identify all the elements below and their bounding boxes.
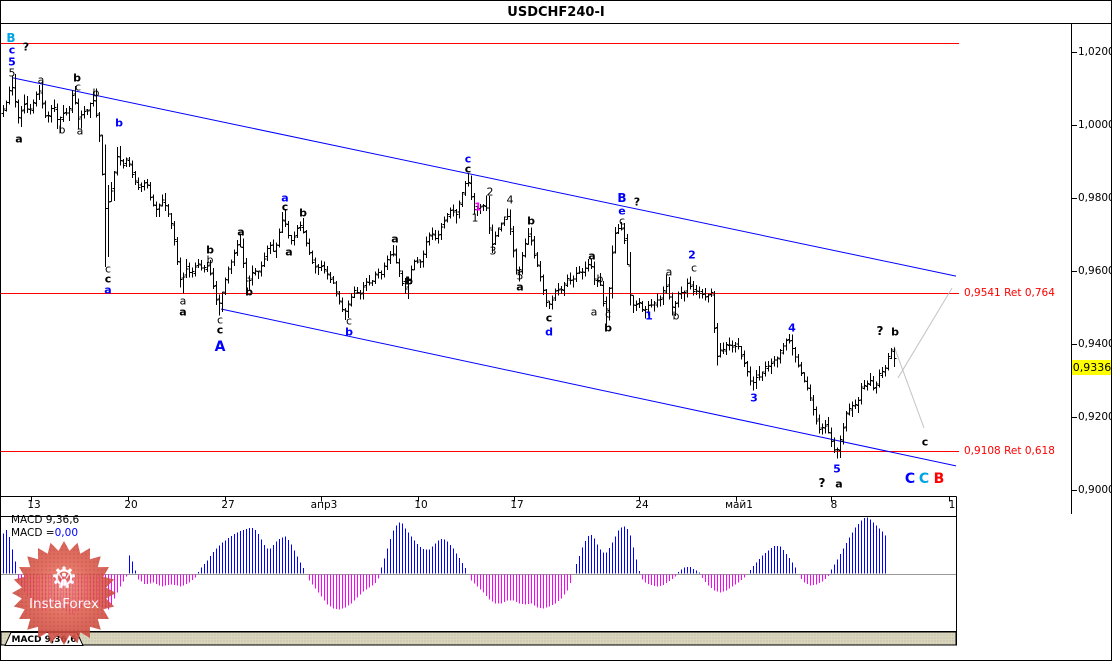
price-bars [1,73,897,459]
macd-histogram [3,517,886,614]
panel-borders [1,23,1111,646]
fibonacci-level-lines [1,43,959,452]
instaforex-logo: InstaForex [12,541,116,645]
chart-title: USDCHF240-I [507,4,605,20]
logo-gear-icon [53,566,75,589]
logo-star-texture [12,541,116,645]
logo-text: InstaForex [29,596,99,612]
channel-trendlines [12,77,957,467]
macd-tab-label[interactable]: MACD 9,36,6 [11,635,76,645]
projection-lines [893,287,953,429]
